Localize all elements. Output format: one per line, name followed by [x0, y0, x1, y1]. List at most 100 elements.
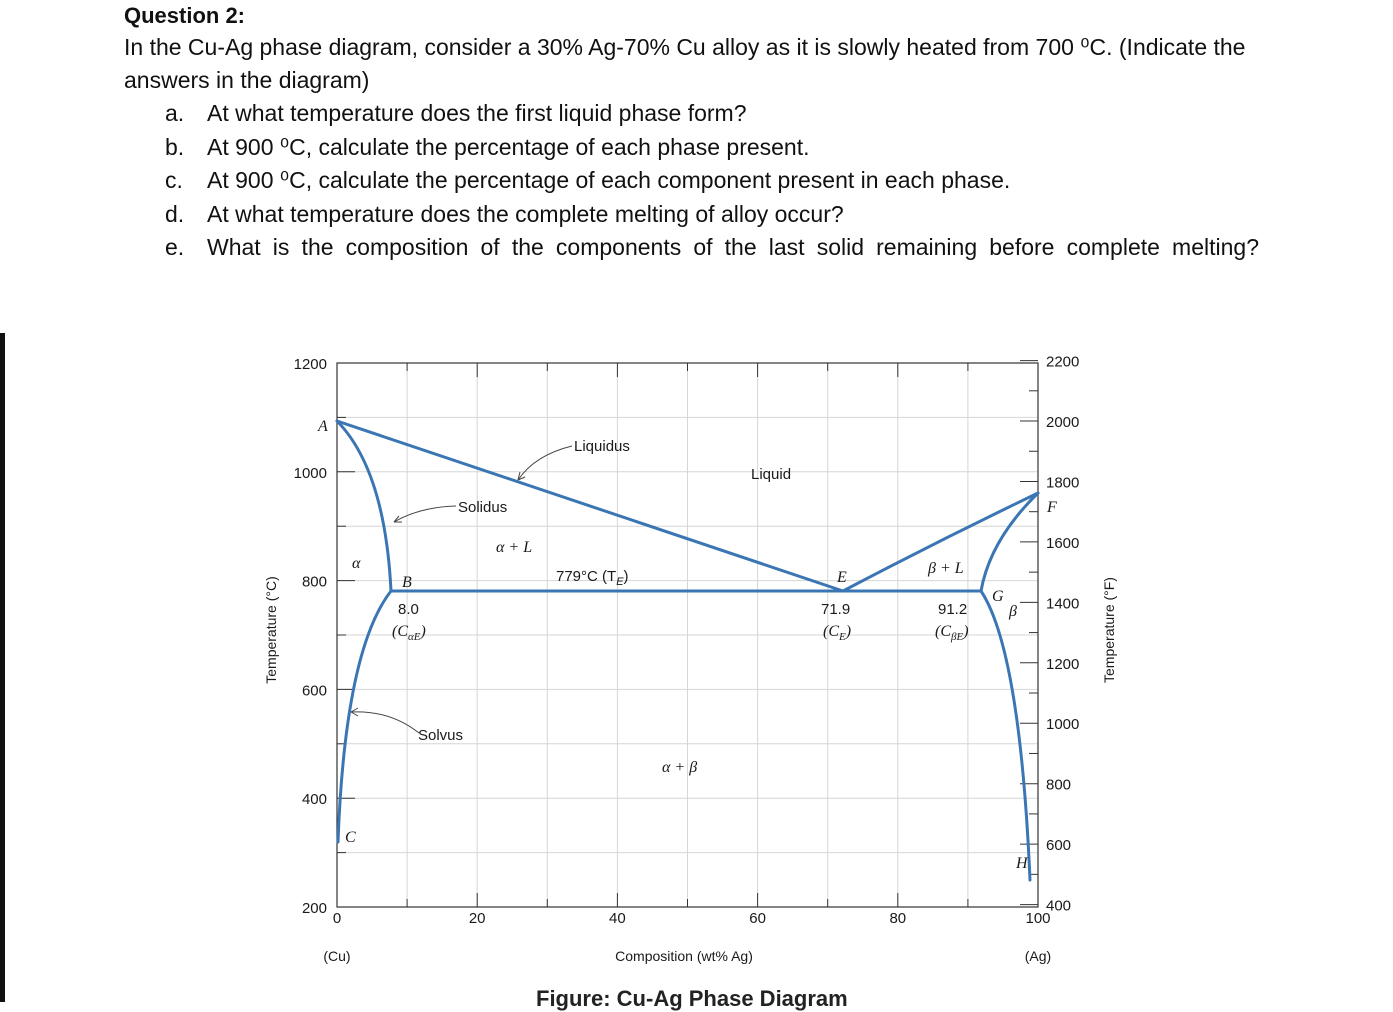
point-b-label: B: [402, 574, 412, 591]
region-beta-l-label: β + L: [927, 560, 964, 577]
c-alpha-e-name-text: (C: [392, 623, 408, 640]
question-item-b: b. At 900 ⁰C, calculate the percentage o…: [124, 131, 1259, 165]
c-e-name: (CE): [823, 623, 851, 643]
solidus-line-left: [335, 419, 393, 593]
point-h-label: H: [1015, 855, 1029, 872]
question-item-e: e. What is the composition of the compon…: [124, 231, 1259, 265]
x-tick-label: 20: [469, 910, 486, 927]
y-left-tick-label: 800: [302, 574, 327, 591]
c-beta-e-close: ): [962, 623, 968, 640]
y-left-tick-label: 400: [302, 791, 327, 808]
x-tick-label: 60: [749, 910, 766, 927]
y-right-tick-label: 1000: [1046, 716, 1079, 733]
question-text: At 900 ⁰C, calculate the percentage of e…: [207, 133, 810, 160]
y-left-tick-label: 1000: [294, 465, 327, 482]
question-text: At what temperature does the complete me…: [207, 200, 844, 227]
y-right-tick-label: 1800: [1046, 474, 1079, 491]
left-edge-bar: [0, 333, 5, 1002]
point-g-label: G: [992, 588, 1004, 605]
solvus-line-right: [979, 589, 1032, 882]
c-e-sub: E: [838, 631, 846, 643]
figure-caption: Figure: Cu-Ag Phase Diagram: [536, 986, 848, 1011]
c-e-close: ): [845, 623, 851, 640]
y-right-tick-label: 800: [1046, 777, 1071, 794]
right-axis-title: Temperature (°F): [1101, 577, 1117, 683]
question-item-c: c. At 900 ⁰C, calculate the percentage o…: [124, 164, 1259, 198]
solidus-arrow-head: [393, 515, 402, 523]
c-alpha-e-close: ): [420, 623, 426, 640]
region-beta-label: β: [1008, 603, 1017, 620]
y-left-tick-labels: 200 400 600 800 1000 1200: [294, 356, 327, 917]
eutectic-temp-sub: E: [616, 576, 624, 588]
question-letter: c.: [165, 167, 183, 193]
solvus-arrow-head: [350, 707, 359, 717]
y-right-tick-label: 1200: [1046, 656, 1079, 673]
c-alpha-e-value: 8.0: [398, 601, 419, 618]
solvus-line-left: [336, 589, 393, 844]
region-alpha-l-label: α + L: [496, 539, 532, 556]
region-alpha-beta-label: α + β: [662, 759, 697, 776]
y-right-tick-label: 2200: [1046, 354, 1079, 371]
annotation-arrows: [350, 445, 573, 734]
c-beta-e-name: (CβE): [935, 623, 969, 643]
x-tick-label: 100: [1025, 910, 1050, 927]
liquidus-line-left: [335, 419, 845, 593]
point-e-label: E: [836, 569, 847, 586]
point-f-label: F: [1046, 499, 1057, 516]
solvus-label: Solvus: [418, 727, 463, 744]
region-liquid-label: Liquid: [751, 466, 791, 483]
question-text: At 900 ⁰C, calculate the percentage of e…: [207, 167, 1011, 193]
question-text: At what temperature does the first liqui…: [207, 100, 747, 126]
y-left-tick-label: 200: [302, 900, 327, 917]
question-block: Question 2: In the Cu-Ag phase diagram, …: [124, 0, 1259, 265]
question-text: What is the composition of the component…: [207, 234, 1259, 260]
liquidus-line-right: [841, 491, 1040, 593]
x-right-end-label: (Ag): [1025, 948, 1051, 964]
c-beta-e-value: 91.2: [938, 601, 967, 618]
region-alpha-label: α: [352, 555, 361, 572]
c-e-value: 71.9: [821, 601, 850, 618]
grid: [337, 363, 1038, 907]
liquidus-label: Liquidus: [574, 438, 630, 455]
question-letter: a.: [165, 100, 185, 126]
question-item-d: d. At what temperature does the complete…: [124, 198, 1259, 232]
question-letter: b.: [165, 133, 185, 160]
left-axis-title: Temperature (°C): [263, 576, 279, 684]
axis-ticks: [337, 360, 1038, 907]
y-right-tick-label: 1400: [1046, 595, 1079, 612]
y-right-tick-labels: 400 600 800 1000 1200 1400 1600 1800 2000 2200: [1046, 354, 1079, 915]
y-right-tick-label: 400: [1046, 898, 1071, 915]
liquidus-pointer: [517, 445, 573, 481]
c-alpha-e-name: (CαE): [392, 623, 426, 643]
eutectic-temp-close: ): [624, 568, 629, 585]
eutectic-temperature-label: 779°C (TE): [556, 568, 629, 588]
x-left-end-label: (Cu): [323, 948, 350, 964]
c-alpha-e-sub: αE: [408, 631, 421, 643]
question-item-a: a. At what temperature does the first li…: [124, 97, 1259, 131]
point-a-label: A: [317, 418, 328, 435]
question-intro: In the Cu-Ag phase diagram, consider a 3…: [124, 34, 1246, 93]
x-axis-title: Composition (wt% Ag): [615, 948, 753, 964]
eutectic-temp-text: 779°C (T: [556, 568, 616, 585]
y-left-tick-label: 600: [302, 682, 327, 699]
y-right-tick-label: 1600: [1046, 535, 1079, 552]
point-c-label: C: [345, 829, 356, 846]
question-list: a. At what temperature does the first li…: [124, 97, 1259, 265]
solvus-pointer: [350, 711, 420, 734]
solidus-line-right: [979, 491, 1040, 593]
liquidus-arrow-head: [517, 471, 526, 481]
question-letter: e.: [165, 234, 185, 260]
y-left-tick-label: 1200: [294, 356, 327, 373]
solidus-label: Solidus: [458, 499, 507, 516]
x-tick-label: 40: [609, 910, 626, 927]
c-beta-e-sub: βE: [950, 631, 963, 643]
x-tick-labels: 0 20 40 60 80 100: [333, 910, 1051, 927]
c-e-name-text: (C: [823, 623, 839, 640]
y-right-tick-label: 2000: [1046, 414, 1079, 431]
c-beta-e-name-text: (C: [935, 623, 951, 640]
x-tick-label: 80: [889, 910, 906, 927]
question-letter: d.: [165, 200, 185, 227]
y-right-tick-label: 600: [1046, 837, 1071, 854]
question-title: Question 2:: [124, 3, 246, 28]
